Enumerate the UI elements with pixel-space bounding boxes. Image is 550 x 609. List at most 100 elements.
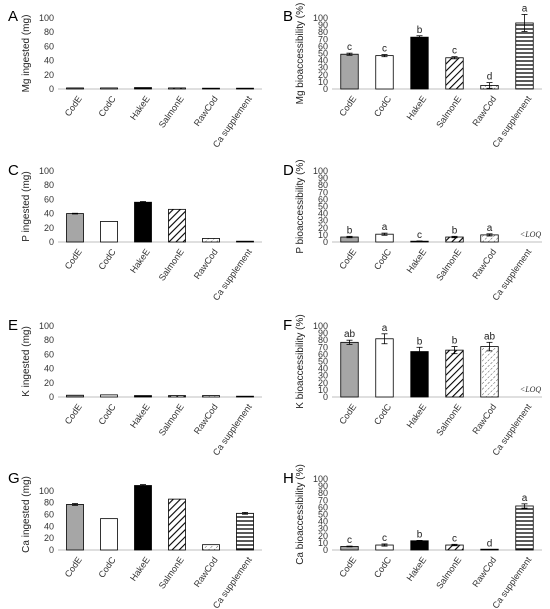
y-tick-label: 0	[49, 545, 54, 555]
y-tick-label: 80	[44, 335, 54, 345]
y-tick-label: 20	[44, 70, 54, 80]
y-tick-label: 50	[318, 202, 328, 212]
y-tick-label: 40	[44, 364, 54, 374]
y-tick-label: 40	[44, 521, 54, 531]
bar-rawcod	[202, 238, 220, 243]
y-tick-label: 20	[318, 223, 328, 233]
panel-letter: F	[283, 317, 292, 334]
x-tick-label: CodC	[372, 402, 394, 427]
x-tick-label: SalmonE	[434, 555, 463, 591]
x-tick-label: SalmonE	[157, 94, 186, 130]
x-tick-label: HakeE	[128, 247, 152, 275]
bar-salmone	[168, 208, 186, 243]
significance-letter: c	[382, 44, 387, 55]
x-tick-label: SalmonE	[434, 94, 463, 130]
x-tick-label: CodC	[96, 402, 118, 427]
y-tick-label: 0	[323, 392, 328, 402]
y-tick-label: 10	[318, 385, 328, 395]
significance-letter: a	[382, 222, 388, 233]
x-tick-label: CodE	[63, 555, 84, 579]
x-tick-label: CodE	[337, 555, 358, 579]
bar-ca-supplement	[236, 512, 254, 551]
y-axis-label: P bioaccessibility (%)	[295, 159, 306, 253]
x-tick-label: HakeE	[405, 247, 429, 275]
y-axis-label: Ca ingested (mg)	[21, 476, 32, 553]
significance-letter: d	[487, 539, 493, 550]
y-tick-label: 100	[39, 13, 54, 23]
y-tick-label: 40	[318, 56, 328, 66]
x-tick-label: CodE	[337, 402, 358, 426]
y-axis-label: Mg bioaccessibility (%)	[295, 3, 306, 105]
y-tick-label: 100	[313, 321, 328, 331]
bar-codc	[100, 87, 118, 90]
y-axis-label: K ingested (mg)	[21, 326, 32, 397]
x-tick-label: CodE	[63, 94, 84, 118]
bar-rawcod	[480, 346, 499, 398]
y-tick-label: 30	[318, 216, 328, 226]
bar-ca-supplement	[236, 240, 254, 243]
y-tick-label: 50	[318, 357, 328, 367]
x-tick-label: HakeE	[128, 555, 152, 583]
significance-letter: c	[452, 46, 457, 57]
y-tick-label: 80	[318, 335, 328, 345]
y-tick-label: 20	[318, 378, 328, 388]
bar-hakee	[134, 485, 152, 551]
bar-rawcod	[202, 544, 220, 551]
x-tick-label: RawCod	[470, 247, 498, 281]
bar-codc	[100, 518, 118, 551]
y-tick-label: 30	[318, 371, 328, 381]
x-tick-label: SalmonE	[157, 555, 186, 591]
y-tick-label: 20	[318, 70, 328, 80]
y-tick-label: 0	[323, 545, 328, 555]
y-tick-label: 60	[44, 510, 54, 520]
y-tick-label: 100	[39, 486, 54, 496]
x-tick-label: RawCod	[192, 402, 220, 436]
bar-rawcod	[202, 87, 220, 90]
y-tick-label: 60	[318, 194, 328, 204]
bar-hakee	[134, 87, 152, 90]
bar-codc	[100, 221, 118, 243]
x-tick-label: HakeE	[405, 555, 429, 583]
bar-code	[66, 87, 84, 90]
panel-letter: E	[8, 317, 18, 334]
significance-letter: c	[417, 230, 422, 241]
significance-letter: a	[522, 493, 528, 504]
bar-rawcod	[202, 395, 220, 398]
y-tick-label: 40	[318, 517, 328, 527]
bar-rawcod	[480, 548, 499, 551]
bar-code	[66, 504, 84, 551]
y-tick-label: 0	[49, 84, 54, 94]
bar-hakee	[410, 36, 429, 90]
significance-letter: a	[522, 3, 528, 14]
bar-hakee	[410, 540, 429, 551]
y-tick-label: 0	[323, 84, 328, 94]
y-tick-label: 30	[318, 524, 328, 534]
y-tick-label: 100	[39, 321, 54, 331]
bar-salmone	[445, 57, 464, 90]
y-axis-label: Mg ingested (mg)	[21, 15, 32, 93]
significance-letter: b	[452, 225, 458, 236]
y-tick-label: 60	[44, 41, 54, 51]
x-tick-label: SalmonE	[157, 247, 186, 283]
x-tick-label: CodE	[337, 94, 358, 118]
bar-salmone	[168, 395, 186, 398]
x-tick-label: HakeE	[405, 94, 429, 122]
y-tick-label: 100	[313, 474, 328, 484]
y-tick-label: 20	[44, 378, 54, 388]
y-tick-label: 80	[44, 180, 54, 190]
x-tick-label: CodC	[372, 555, 394, 580]
y-tick-label: 70	[318, 187, 328, 197]
y-tick-label: 0	[49, 237, 54, 247]
x-tick-label: SalmonE	[157, 402, 186, 438]
x-tick-label: SalmonE	[434, 402, 463, 438]
bar-ca-supplement	[515, 22, 534, 90]
panel-letter: C	[8, 162, 19, 179]
x-tick-label: HakeE	[128, 402, 152, 430]
bar-ca-supplement	[236, 395, 254, 398]
